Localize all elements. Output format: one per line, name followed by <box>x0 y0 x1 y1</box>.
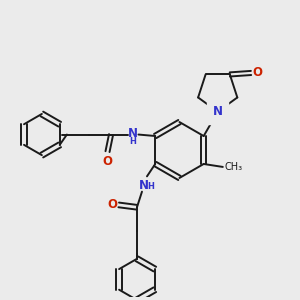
Text: N: N <box>213 105 223 118</box>
Text: O: O <box>252 67 262 80</box>
Text: O: O <box>108 198 118 212</box>
Text: H: H <box>147 182 154 190</box>
Text: N: N <box>128 127 138 140</box>
Text: H: H <box>129 136 136 146</box>
Text: CH₃: CH₃ <box>225 162 243 172</box>
Text: O: O <box>103 155 112 168</box>
Text: N: N <box>138 179 148 192</box>
